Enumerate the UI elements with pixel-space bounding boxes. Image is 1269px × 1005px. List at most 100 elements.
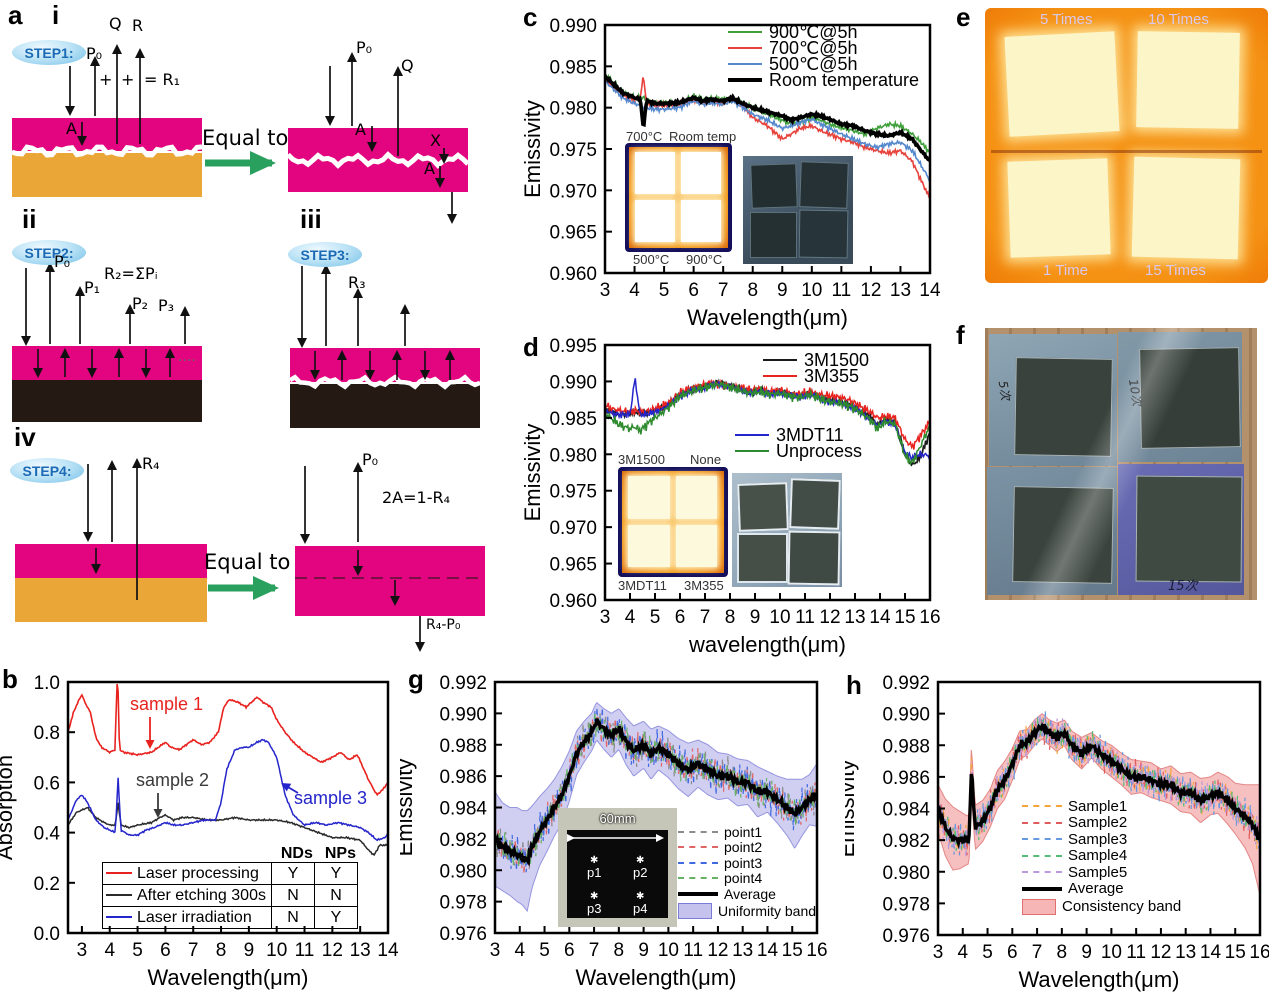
svg-text:11: 11 [683, 940, 703, 961]
panel-c-thermal-inset [625, 143, 732, 252]
svg-text:Emissivity: Emissivity [400, 759, 417, 857]
svg-text:0.982: 0.982 [439, 830, 487, 851]
panel-a-sub-iii: iii [300, 204, 322, 234]
panel-c-legend: 900℃@5h 700℃@5h 500℃@5h Room temperature [728, 22, 919, 90]
svg-text:Wavelength(μm): Wavelength(μm) [575, 965, 736, 990]
svg-text:12: 12 [1150, 942, 1171, 963]
svg-text:7: 7 [589, 940, 600, 961]
panel-g-sample-inset: 60mm ✱ p1 ✱ p2 ✱ p3 ✱ p4 [558, 808, 677, 927]
panel-d-legend-mid: 3MDT11 Unprocess [735, 425, 862, 461]
step4-right-stack [295, 462, 485, 652]
panel-g-letter: g [408, 664, 424, 694]
svg-text:Wavelength(μm): Wavelength(μm) [687, 305, 848, 330]
svg-text:0.986: 0.986 [439, 767, 487, 788]
svg-text:8: 8 [725, 607, 736, 628]
svg-text:0.990: 0.990 [882, 705, 930, 726]
svg-text:6: 6 [564, 940, 575, 961]
sample-tile: 15次 [1118, 464, 1244, 595]
thermal-label-500c: 500°C [633, 252, 670, 267]
svg-text:12: 12 [860, 280, 881, 301]
svg-text:15: 15 [782, 940, 803, 961]
svg-text:0.970: 0.970 [549, 181, 597, 202]
r1-equation: = R₁ [144, 70, 181, 89]
svg-text:16: 16 [1249, 942, 1269, 963]
svg-text:5: 5 [132, 940, 143, 961]
svg-text:0.990: 0.990 [439, 704, 487, 725]
svg-text:0.984: 0.984 [882, 800, 930, 821]
svg-text:6: 6 [1007, 942, 1018, 963]
svg-text:7: 7 [1032, 942, 1043, 963]
svg-text:10: 10 [266, 940, 287, 961]
panel-c-chart: 3 4 5 6 7 8 9 10 11 12 13 14 0.960 0.965 0.970 0.975 0.9… [520, 16, 940, 330]
p0-label: P₀ [54, 252, 71, 271]
svg-text:0.970: 0.970 [549, 518, 597, 539]
panel-d-letter: d [523, 332, 539, 362]
svg-text:0.960: 0.960 [549, 591, 597, 612]
svg-text:0.978: 0.978 [439, 893, 487, 914]
measure-point-p2: ✱ p2 [633, 855, 648, 880]
label-15-times: 15 Times [1145, 262, 1206, 279]
svg-text:13: 13 [732, 940, 753, 961]
panel-e-thermal-image: 5 Times 10 Times 1 Time 15 Times [985, 8, 1268, 283]
svg-text:4: 4 [514, 940, 525, 961]
svg-text:5: 5 [659, 280, 670, 301]
svg-text:3: 3 [600, 607, 611, 628]
svg-text:5: 5 [650, 607, 661, 628]
svg-text:9: 9 [750, 607, 761, 628]
sample2-annotation: sample 2 [136, 770, 210, 790]
svg-text:0.0: 0.0 [34, 924, 60, 945]
panel-b-chart: 3 4 5 6 7 8 9 10 11 12 13 14 0.0 0.2 0.4 0.6 0.8 1.0 Wavel… [0, 673, 399, 990]
measure-point-p4: ✱ p4 [633, 891, 648, 916]
svg-text:15: 15 [1225, 942, 1246, 963]
panel-h-letter: h [846, 670, 862, 700]
panel-h-legend: Sample1 Sample2 Sample3 Sample4 Sample5 … [1022, 798, 1181, 916]
p0-label: P₀ [86, 44, 103, 63]
panel-a-letter: a [8, 0, 23, 30]
step1-right-stack [286, 52, 470, 224]
svg-text:7: 7 [700, 607, 711, 628]
legend-row: After etching 300s N N [102, 884, 358, 907]
svg-text:12: 12 [819, 607, 840, 628]
handwritten-15: 15次 [1168, 579, 1198, 594]
panel-a-diagram [11, 44, 485, 652]
panel-f-letter: f [956, 320, 965, 350]
svg-text:1.0: 1.0 [34, 673, 60, 694]
panel-a-sub-ii: ii [22, 204, 37, 234]
svg-text:0.985: 0.985 [549, 409, 597, 430]
step3-badge: STEP3: [288, 242, 362, 267]
svg-text:14: 14 [1200, 942, 1222, 963]
step1-badge: STEP1: [12, 40, 86, 65]
svg-text:Wavelength(μm): Wavelength(μm) [1018, 967, 1179, 992]
svg-text:0.965: 0.965 [549, 223, 597, 244]
svg-text:4: 4 [625, 607, 636, 628]
svg-text:wavelength(μm): wavelength(μm) [688, 632, 846, 657]
svg-text:8: 8 [216, 940, 227, 961]
label-5-times: 5 Times [1040, 11, 1093, 28]
svg-text:11: 11 [295, 940, 315, 961]
panel-d-thermal-inset [618, 467, 728, 577]
svg-text:0.986: 0.986 [882, 768, 930, 789]
thermal-label-900c: 900°C [686, 252, 723, 267]
label-1-time: 1 Time [1043, 262, 1089, 279]
r2-equation: R₂=ΣPᵢ [104, 264, 158, 283]
svg-text:0.2: 0.2 [34, 874, 60, 895]
thermal-label-roomtemp: Room temp [669, 129, 737, 144]
nds-column-header: NDs [280, 845, 313, 862]
svg-text:0.995: 0.995 [549, 336, 597, 357]
svg-text:11: 11 [831, 280, 851, 301]
svg-text:16: 16 [806, 940, 827, 961]
svg-text:5: 5 [539, 940, 550, 961]
p0-label: P₀ [356, 38, 373, 57]
panel-d-chart: 3 4 5 6 7 8 9 10 11 12 13 14 15 16 0.960 0.965 0.970 0.97… [520, 336, 940, 657]
step1-left-stack [11, 44, 203, 197]
svg-text:8: 8 [747, 280, 758, 301]
svg-text:0.992: 0.992 [439, 673, 487, 694]
panel-seam [991, 150, 1262, 153]
svg-text:0.980: 0.980 [549, 99, 597, 120]
legend-row: Laser irradiation N Y [102, 906, 358, 929]
thermal-label-none: None [690, 452, 722, 467]
svg-text:10: 10 [1101, 942, 1122, 963]
a-label: A [66, 119, 77, 138]
plus-label: + [99, 70, 113, 89]
measure-point-p3: ✱ p3 [587, 891, 602, 916]
